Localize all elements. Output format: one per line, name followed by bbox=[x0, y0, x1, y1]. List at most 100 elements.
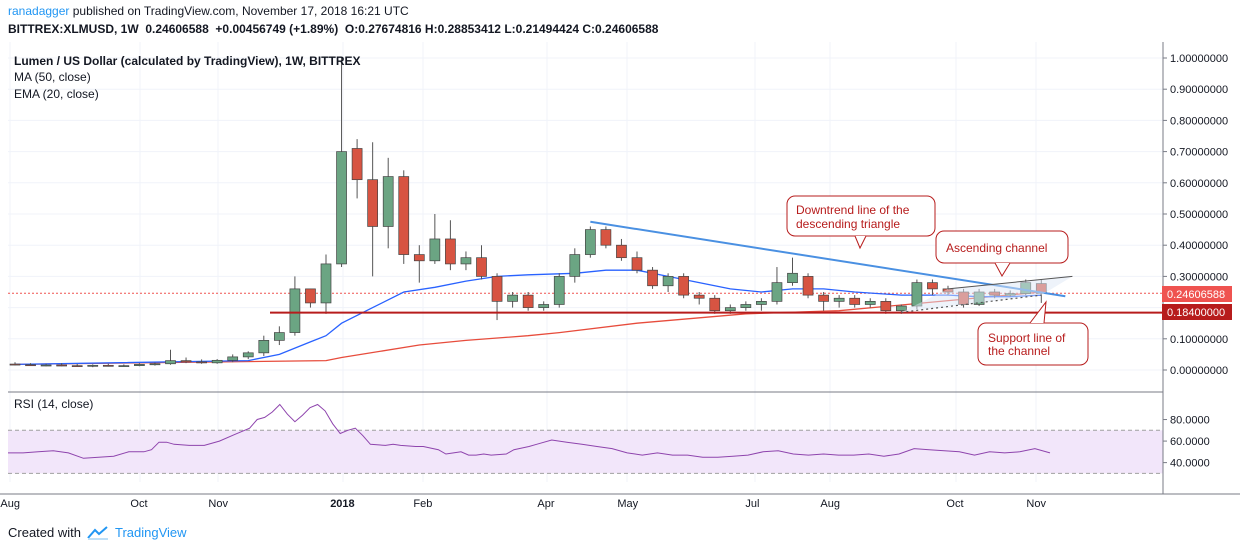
candle-body bbox=[864, 301, 876, 305]
candle-body bbox=[211, 359, 223, 364]
downtrend-line bbox=[590, 220, 1066, 298]
support-price-tag: 0.18400000 bbox=[1162, 304, 1232, 320]
x-tick-label: Apr bbox=[537, 498, 554, 510]
candle-body bbox=[429, 238, 441, 262]
candle-body bbox=[118, 365, 130, 367]
candle-body bbox=[165, 360, 176, 365]
y-tick-label: 0.40000000 bbox=[1170, 240, 1228, 252]
candle-body bbox=[787, 272, 798, 283]
last-price-tag: 0.24606588 bbox=[1162, 286, 1232, 302]
axes-layer: 1.00000000 0.90000000 0.80000000 0.70000000… bbox=[0, 42, 1240, 510]
candle-body bbox=[460, 257, 472, 265]
candle-body bbox=[367, 179, 378, 227]
candle-body bbox=[678, 276, 690, 296]
published-text: published on TradingView.com, November 1… bbox=[72, 4, 409, 18]
x-tick-label: Nov bbox=[208, 498, 228, 510]
rsi-line bbox=[8, 403, 1051, 459]
candle-body bbox=[849, 297, 861, 305]
annotation-support-line1: Support line of bbox=[988, 331, 1066, 345]
chart-canvas[interactable]: 1.00000000 0.90000000 0.80000000 0.70000000… bbox=[0, 40, 1240, 518]
ohlc-values: O:0.27674816 H:0.28853412 L:0.21494424 C… bbox=[344, 22, 659, 36]
candle-body bbox=[413, 254, 425, 262]
candle-body bbox=[56, 364, 68, 367]
y-tick-label: 0.50000000 bbox=[1170, 209, 1228, 221]
candle-body bbox=[445, 238, 456, 265]
candle-body bbox=[600, 229, 612, 246]
x-tick-label: May bbox=[617, 498, 638, 510]
candle-body bbox=[149, 363, 161, 366]
annotation-ascending: Ascending channel bbox=[935, 230, 1069, 278]
y-tick-label: 0.30000000 bbox=[1170, 271, 1228, 283]
candle-body bbox=[242, 352, 254, 358]
candle-body bbox=[274, 332, 285, 341]
author-link[interactable]: ranadagger bbox=[8, 4, 70, 18]
footer: Created with TradingView bbox=[8, 525, 187, 540]
candle-body bbox=[507, 294, 518, 302]
ema20-line bbox=[14, 269, 1042, 366]
annotation-downtrend-line1: Downtrend line of the bbox=[796, 203, 910, 217]
created-with-text: Created with bbox=[8, 525, 81, 540]
channel-upper-line bbox=[947, 275, 1073, 290]
candle-body bbox=[522, 294, 534, 308]
rsi-y-tick-label: 40.0000 bbox=[1170, 458, 1210, 470]
y-tick-label: 0.10000000 bbox=[1170, 334, 1228, 346]
candle-body bbox=[662, 276, 674, 287]
y-tick-label: 0.60000000 bbox=[1170, 178, 1228, 190]
symbol-text: BITTREX:XLMUSD, 1W bbox=[8, 22, 139, 36]
price-value: 0.24606588 bbox=[145, 22, 209, 36]
x-tick-label: Oct bbox=[130, 498, 147, 510]
candle-body bbox=[196, 361, 207, 364]
y-tick-label: 1.00000000 bbox=[1170, 53, 1228, 65]
candle-body bbox=[802, 276, 814, 296]
candle-body bbox=[818, 294, 829, 302]
rsi-layer bbox=[8, 403, 1163, 474]
publish-line: ranadagger published on TradingView.com,… bbox=[8, 4, 409, 18]
candle-body bbox=[336, 151, 347, 265]
candle-body bbox=[584, 229, 596, 255]
candle-body bbox=[476, 257, 487, 277]
annotation-lines bbox=[270, 220, 1163, 314]
channel-fill bbox=[901, 276, 1073, 313]
candle-body bbox=[538, 304, 550, 308]
candle-body bbox=[616, 244, 627, 259]
y-tick-label: 0.90000000 bbox=[1170, 84, 1228, 96]
candle-body bbox=[709, 297, 721, 312]
candle-body bbox=[351, 148, 363, 181]
candle-body bbox=[102, 364, 114, 367]
x-tick-label: Aug bbox=[820, 498, 840, 510]
candle-body bbox=[911, 282, 923, 307]
rsi-legend: RSI (14, close) bbox=[14, 397, 93, 411]
y-tick-label: 0.00000000 bbox=[1170, 365, 1228, 377]
candle-body bbox=[382, 176, 394, 227]
candle-body bbox=[398, 176, 410, 255]
candle-body bbox=[227, 356, 239, 361]
candle-body bbox=[289, 288, 301, 333]
candle-body bbox=[927, 282, 938, 290]
candle-body bbox=[71, 365, 83, 367]
candle-body bbox=[569, 254, 581, 277]
rsi-y-tick-label: 80.0000 bbox=[1170, 415, 1210, 427]
candle-body bbox=[895, 305, 907, 312]
annotation-support-line2: the channel bbox=[988, 344, 1050, 358]
candle-body bbox=[25, 364, 36, 367]
annotation-support: Support line of the channel bbox=[977, 300, 1089, 366]
change-value: +0.00456749 (+1.89%) bbox=[215, 22, 339, 36]
candle-body bbox=[180, 360, 192, 363]
candle-body bbox=[320, 263, 332, 304]
last-price-label: 0.24606588 bbox=[1167, 289, 1225, 301]
candle-body bbox=[647, 269, 658, 287]
candle-body bbox=[9, 363, 21, 366]
candle-body bbox=[833, 297, 845, 302]
candle-body bbox=[740, 304, 752, 308]
tradingview-brand[interactable]: TradingView bbox=[114, 525, 187, 540]
candle-body bbox=[693, 294, 705, 299]
candle-body bbox=[631, 257, 643, 271]
candle-body bbox=[134, 364, 145, 366]
candle-body bbox=[724, 307, 736, 312]
candle-body bbox=[40, 364, 52, 367]
x-tick-label: Feb bbox=[413, 498, 432, 510]
candle-body bbox=[258, 340, 270, 354]
x-tick-label: Nov bbox=[1026, 498, 1046, 510]
rsi-band bbox=[8, 430, 1163, 474]
candle-body bbox=[756, 301, 767, 305]
